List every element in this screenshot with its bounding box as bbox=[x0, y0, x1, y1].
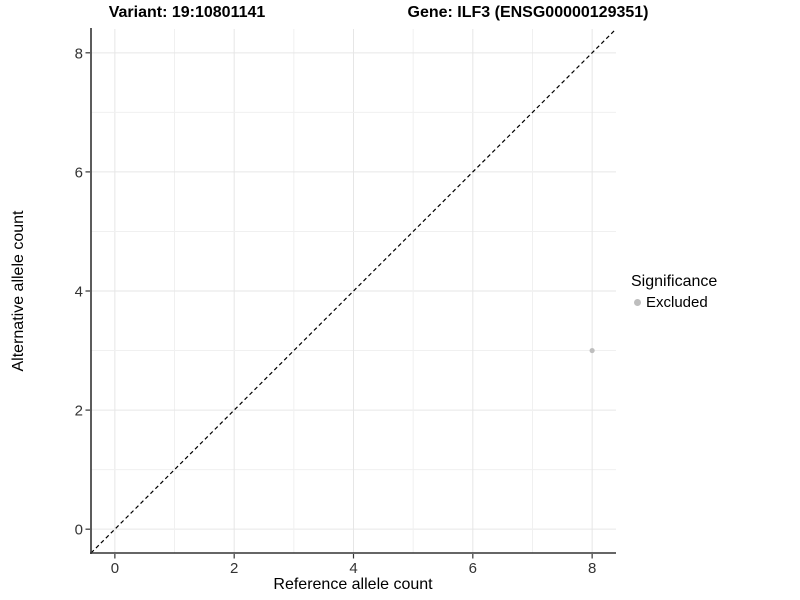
x-tick-label: 6 bbox=[469, 560, 477, 577]
y-tick-label: 0 bbox=[75, 522, 83, 539]
x-tick-label: 4 bbox=[349, 560, 357, 577]
legend: Significance Excluded bbox=[631, 273, 717, 311]
x-tick-label: 0 bbox=[111, 560, 119, 577]
legend-item-label: Excluded bbox=[646, 294, 708, 311]
chart-title-gene: Gene: ILF3 (ENSG00000129351) bbox=[407, 4, 649, 21]
x-tick-label: 2 bbox=[230, 560, 238, 577]
y-tick-label: 8 bbox=[75, 45, 83, 62]
identity-line bbox=[90, 28, 617, 554]
data-point bbox=[589, 347, 595, 354]
legend-item-excluded: Excluded bbox=[631, 294, 717, 311]
chart-title-variant: Variant: 19:10801141 bbox=[108, 4, 266, 21]
y-tick-label: 4 bbox=[75, 284, 83, 301]
y-axis-title: Alternative allele count bbox=[10, 210, 27, 372]
y-tick-label: 2 bbox=[75, 403, 83, 420]
excluded-point-icon bbox=[634, 299, 641, 306]
y-tick-label: 6 bbox=[75, 164, 83, 181]
x-tick-label: 8 bbox=[588, 560, 596, 577]
legend-title: Significance bbox=[631, 273, 718, 290]
x-axis-title: Reference allele count bbox=[273, 576, 433, 593]
